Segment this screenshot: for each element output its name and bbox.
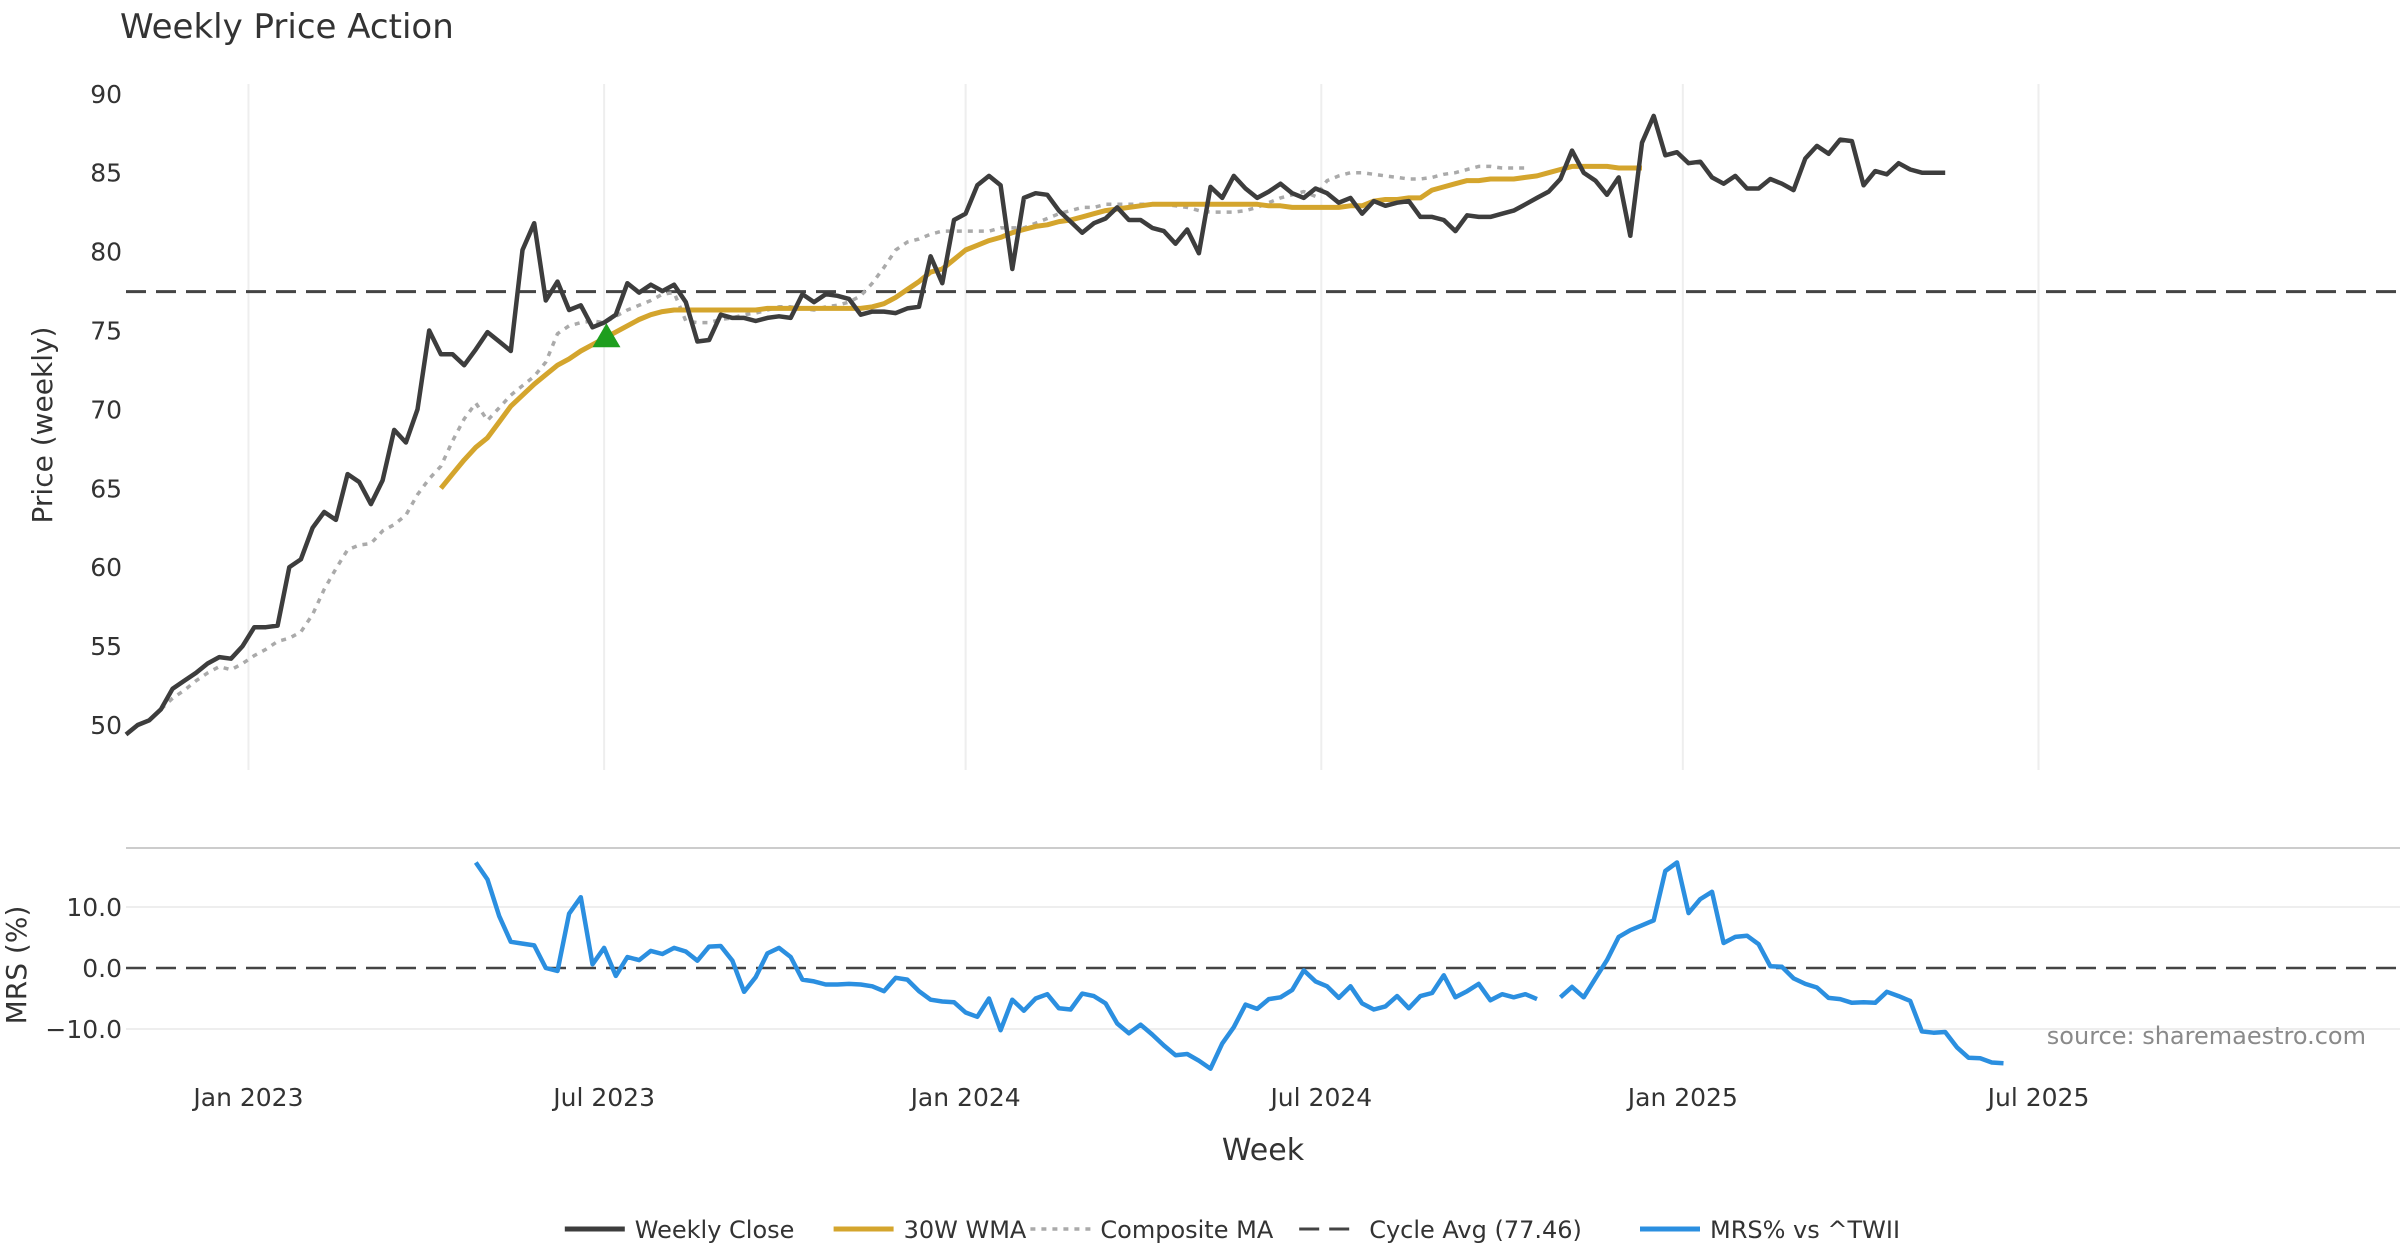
price-tick-label: 85 xyxy=(90,159,122,188)
mrs-tick-label: −10.0 xyxy=(45,1015,122,1044)
legend-label: Cycle Avg (77.46) xyxy=(1369,1216,1582,1244)
legend-label: Composite MA xyxy=(1100,1216,1273,1244)
mrs-tick-label: 10.0 xyxy=(66,893,122,922)
legend-item: Composite MA xyxy=(1030,1216,1274,1244)
legend-item: Cycle Avg (77.46) xyxy=(1299,1216,1582,1244)
x-tick-label: Jan 2024 xyxy=(909,1083,1021,1112)
wma-line xyxy=(438,163,1642,490)
price-tick-label: 75 xyxy=(90,317,122,346)
price-tick-label: 65 xyxy=(90,474,122,503)
legend-label: MRS% vs ^TWII xyxy=(1710,1216,1900,1244)
price-tick-label: 70 xyxy=(90,395,122,424)
x-tick-label: Jul 2025 xyxy=(1986,1083,2090,1112)
price-tick-label: 90 xyxy=(90,80,122,109)
mrs-tick-label: 0.0 xyxy=(82,954,122,983)
price-tick-label: 50 xyxy=(90,711,122,740)
x-tick-label: Jan 2025 xyxy=(1626,1083,1738,1112)
x-tick-label: Jul 2023 xyxy=(551,1083,655,1112)
price-tick-label: 80 xyxy=(90,238,122,267)
mrs-axis-label: MRS (%) xyxy=(0,906,33,1025)
legend-item: MRS% vs ^TWII xyxy=(1640,1216,1900,1244)
price-tick-label: 55 xyxy=(90,632,122,661)
legend-label: Weekly Close xyxy=(635,1216,795,1244)
price-tick-label: 60 xyxy=(90,553,122,582)
x-tick-label: Jan 2023 xyxy=(191,1083,303,1112)
x-tick-label: Jul 2024 xyxy=(1268,1083,1372,1112)
buy-signal-marker xyxy=(592,323,621,348)
price-axis-label: Price (weekly) xyxy=(26,327,59,524)
legend: Weekly Close 30W WMA Composite MA Cycle Avg… xyxy=(564,1216,1900,1244)
source-watermark: source: sharemaestro.com xyxy=(2047,1022,2366,1050)
mrs-line xyxy=(473,860,2004,1071)
series-layer xyxy=(124,113,2400,1071)
grid-lines xyxy=(126,84,2400,1030)
legend-item: 30W WMA xyxy=(833,1216,1027,1244)
tick-labels: 50 55 60 65 70 75 80 85 90 10.0 0.0 −10.0 Jan 2023 Ju… xyxy=(45,80,2089,1112)
legend-item: Weekly Close xyxy=(564,1216,795,1244)
composite-ma-line xyxy=(159,164,1526,711)
chart-title: Weekly Price Action xyxy=(120,7,454,47)
x-axis-label: Week xyxy=(1222,1133,1305,1168)
legend-label: 30W WMA xyxy=(904,1216,1027,1244)
weekly-close-line xyxy=(124,113,1946,737)
